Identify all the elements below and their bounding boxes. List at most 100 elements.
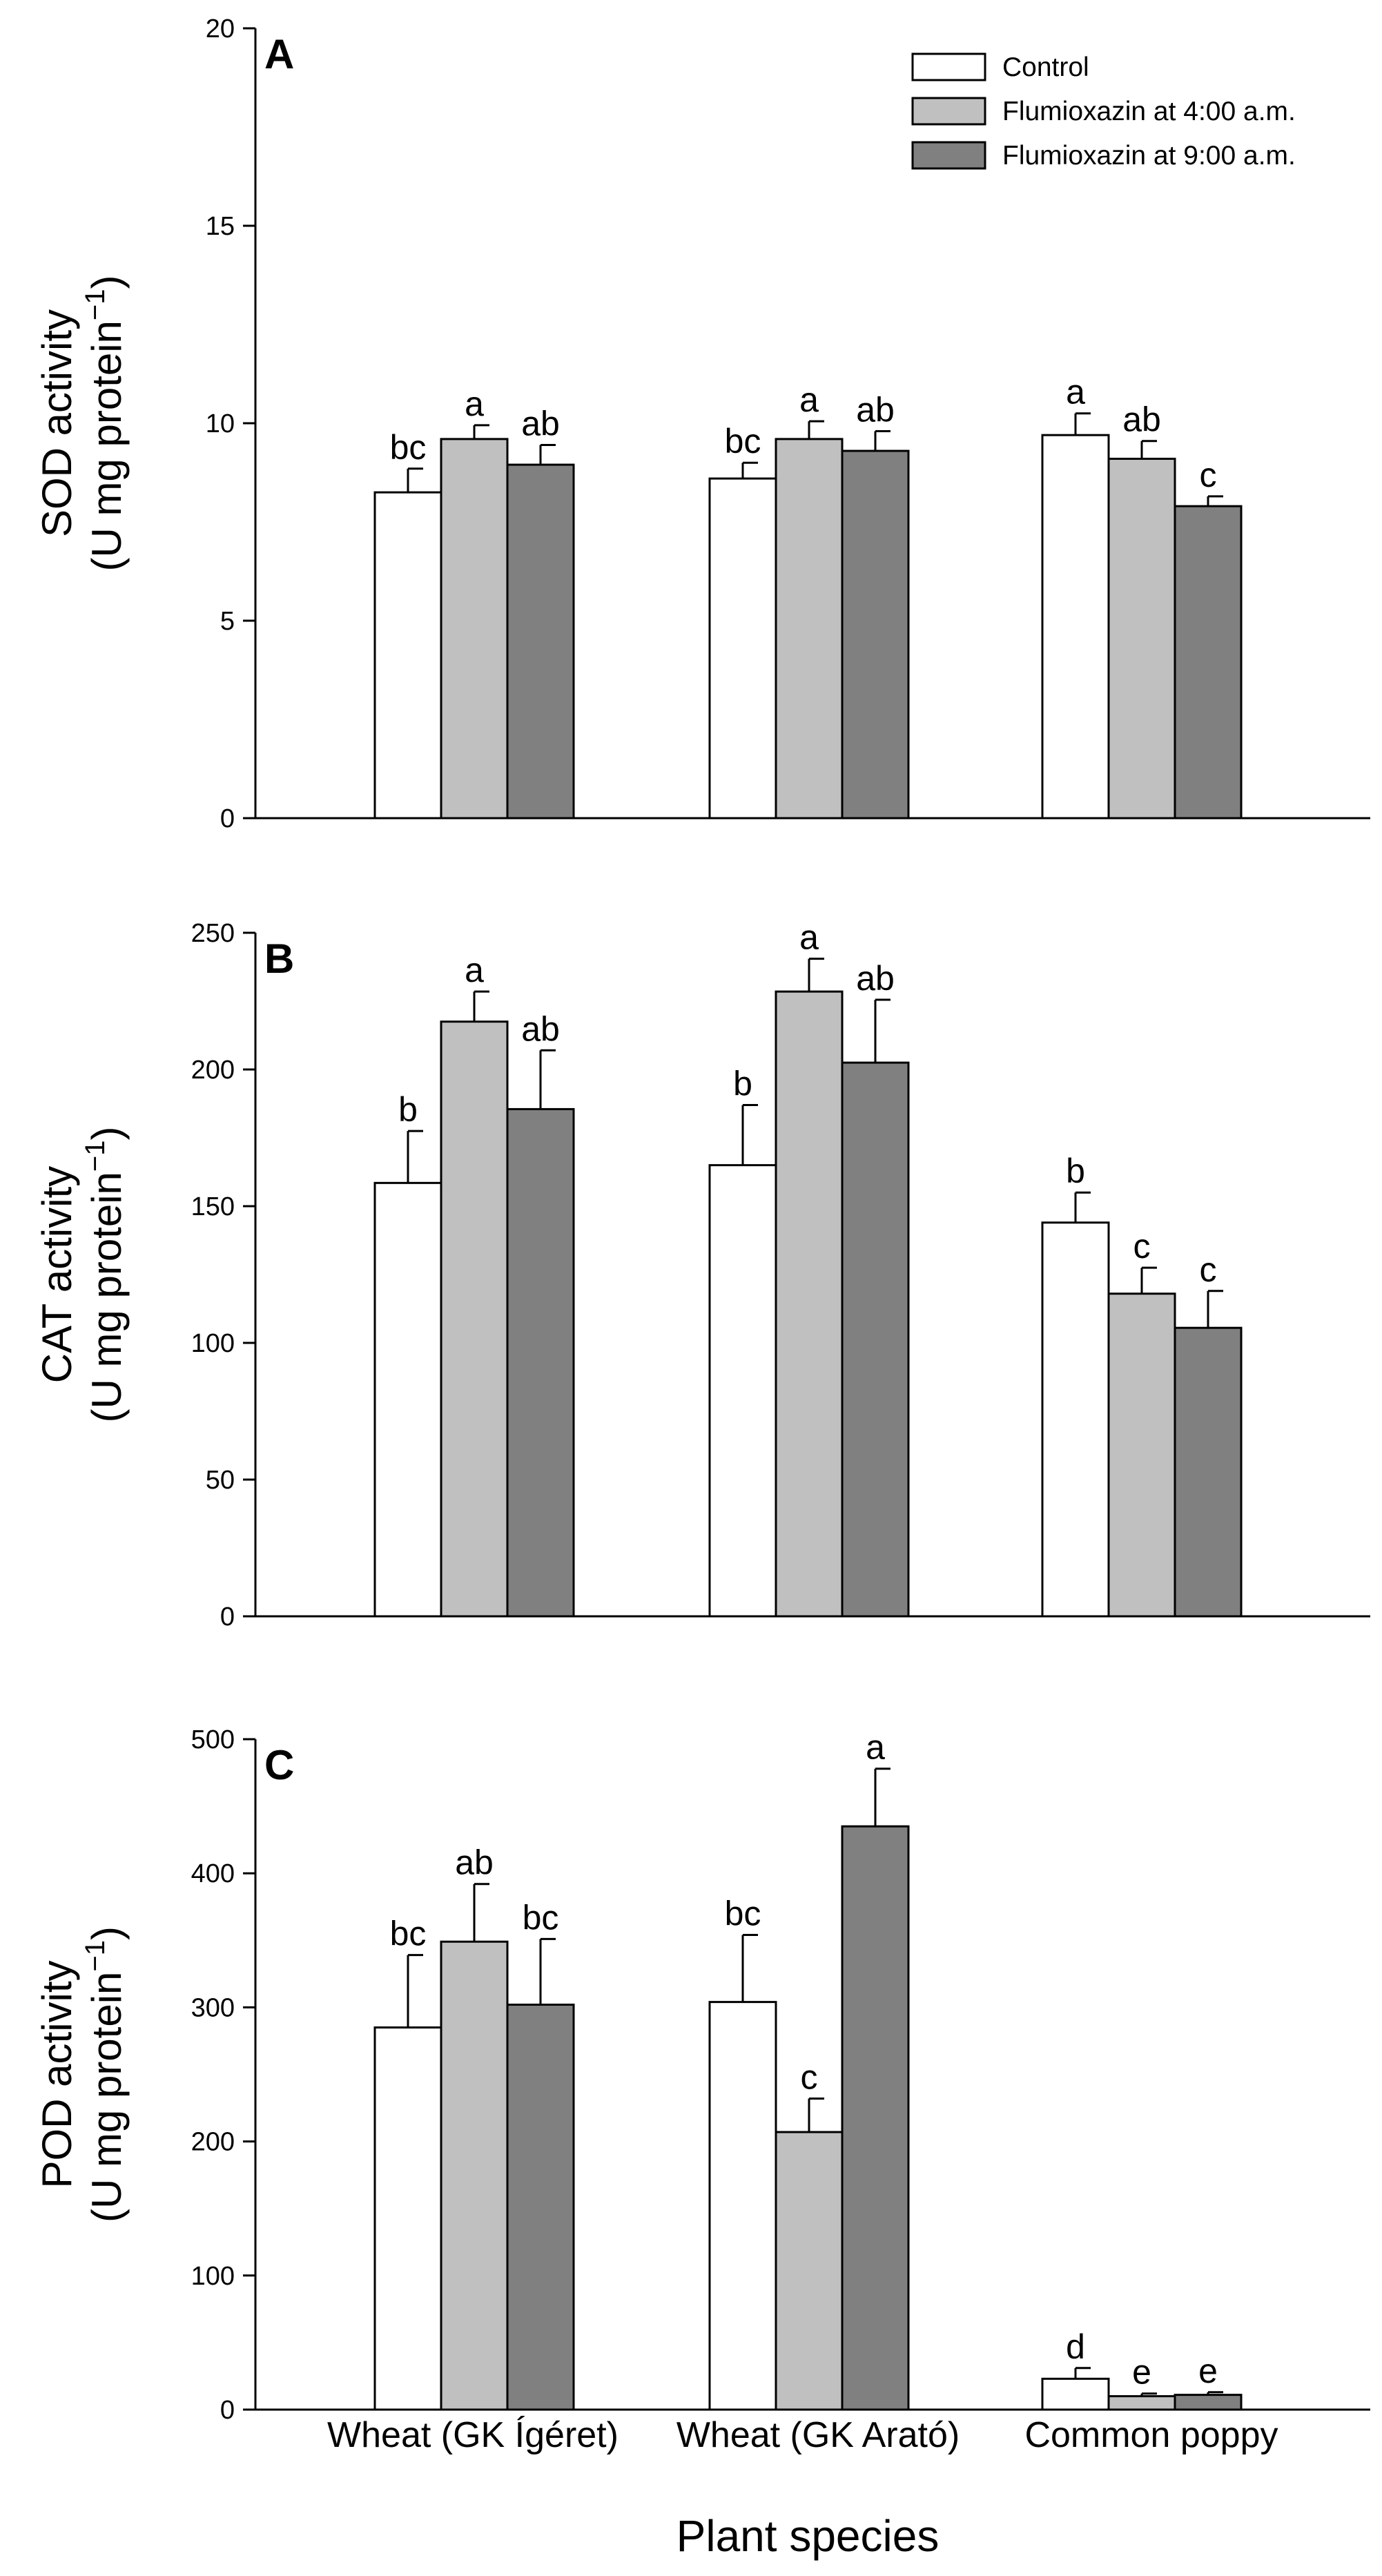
y-tick-label: 20	[206, 14, 235, 43]
significance-letter: ab	[856, 959, 895, 998]
y-axis-unit: (U mg protein	[84, 320, 130, 571]
bar	[1107, 2395, 1176, 2411]
significance-letter: ab	[856, 390, 895, 429]
category-label: Common poppy	[1024, 2415, 1278, 2455]
significance-letter: d	[1066, 2327, 1085, 2366]
significance-letter: bc	[725, 1895, 761, 1933]
bar	[841, 1061, 910, 1618]
bar	[841, 449, 910, 820]
bar	[506, 2004, 575, 2411]
y-axis-title-line1: POD activity	[34, 1960, 80, 2188]
bar	[1174, 2394, 1243, 2411]
y-tick-label: 0	[220, 804, 235, 833]
y-axis-unit-superscript: −1	[80, 1940, 110, 1972]
y-tick-label: 500	[191, 1725, 235, 1754]
y-axis-unit-close: )	[84, 1126, 130, 1140]
y-axis-unit-close: )	[84, 1926, 130, 1940]
y-axis-title-line2: (U mg protein−1)	[80, 275, 130, 571]
significance-letter: bc	[390, 1915, 427, 1953]
category-label: Wheat (GK Arató)	[677, 2415, 960, 2455]
bar	[775, 438, 844, 820]
y-tick-label: 100	[191, 1329, 235, 1358]
significance-letter: ab	[455, 1843, 494, 1882]
bar	[708, 1164, 777, 1618]
y-tick-label: 300	[191, 1993, 235, 2022]
panel-letter: B	[264, 936, 294, 982]
legend: Control Flumioxazin at 4:00 a.m. Flumiox…	[911, 52, 1296, 171]
significance-letter: bc	[725, 422, 761, 461]
y-axis-title-line1: CAT activity	[34, 1166, 80, 1384]
y-tick-label: 200	[191, 1056, 235, 1085]
bar	[1041, 2377, 1110, 2411]
y-axis-title-line2: (U mg protein−1)	[80, 1126, 130, 1422]
significance-letter: bc	[390, 428, 427, 467]
y-tick-label: 5	[220, 607, 235, 636]
x-axis-title: Plant species	[677, 2511, 940, 2561]
y-tick-label: 10	[206, 409, 235, 438]
significance-letter: b	[1066, 1152, 1085, 1190]
y-tick-label: 15	[206, 212, 235, 241]
y-axis-title-line2: (U mg protein−1)	[80, 1926, 130, 2222]
bar	[775, 2131, 844, 2411]
panel-letter: C	[264, 1742, 294, 1788]
category-labels: Wheat (GK Ígéret) Wheat (GK Arató) Commo…	[327, 2415, 1278, 2455]
panel-c: 0 100 200 300 400 500 C POD activity (U mg prote…	[34, 1725, 1370, 2425]
y-axis-unit-superscript: −1	[80, 289, 110, 320]
bar	[1041, 1221, 1110, 1618]
y-tick-label: 0	[220, 2396, 235, 2425]
significance-letter: a	[465, 385, 484, 423]
significance-letter: a	[866, 1728, 885, 1767]
y-tick-label: 150	[191, 1192, 235, 1221]
legend-label: Control	[1002, 52, 1089, 82]
significance-letter: ab	[1122, 400, 1161, 439]
bar	[506, 1107, 575, 1618]
significance-letter: a	[1066, 373, 1085, 411]
bar	[373, 2026, 442, 2411]
y-axis-unit-superscript: −1	[80, 1140, 110, 1172]
significance-letter: e	[1198, 2352, 1218, 2390]
bar	[775, 990, 844, 1618]
significance-letter: b	[733, 1064, 752, 1103]
bar	[440, 1940, 509, 2411]
y-axis-unit-close: )	[84, 275, 130, 289]
significance-letter: bc	[523, 1898, 559, 1937]
bar	[506, 463, 575, 820]
bar	[1174, 1326, 1243, 1618]
y-tick-label: 200	[191, 2128, 235, 2157]
significance-letter: a	[799, 380, 819, 419]
bar	[1107, 457, 1176, 820]
significance-letter: e	[1132, 2353, 1151, 2392]
legend-label: Flumioxazin at 9:00 a.m.	[1002, 141, 1296, 171]
bar	[1107, 1292, 1176, 1618]
significance-letter: b	[398, 1090, 418, 1129]
y-axis-title-line1: SOD activity	[34, 309, 80, 537]
y-tick-label: 100	[191, 2262, 235, 2291]
legend-label: Flumioxazin at 4:00 a.m.	[1002, 97, 1296, 126]
bar	[1041, 434, 1110, 820]
bar	[1174, 505, 1243, 820]
y-tick-label: 400	[191, 1859, 235, 1888]
bar	[440, 438, 509, 820]
y-axis-unit: (U mg protein	[84, 1172, 130, 1422]
y-axis-unit: (U mg protein	[84, 1972, 130, 2222]
bar	[841, 1825, 910, 2411]
legend-swatch-flumioxazin-4am	[911, 97, 986, 126]
significance-letter: ab	[521, 404, 560, 443]
bar	[708, 477, 777, 820]
panel-b: 0 50 100 150 200 250 B CAT activity (U mg protei…	[34, 918, 1370, 1631]
bar	[708, 2001, 777, 2411]
category-label: Wheat (GK Ígéret)	[327, 2415, 619, 2455]
significance-letter: ab	[521, 1009, 560, 1048]
y-tick-label: 250	[191, 919, 235, 948]
legend-swatch-flumioxazin-9am	[911, 141, 986, 170]
y-tick-label: 50	[206, 1466, 235, 1495]
bar	[440, 1020, 509, 1618]
bar	[373, 1181, 442, 1618]
significance-letter: a	[799, 918, 819, 957]
bar	[373, 491, 442, 820]
significance-letter: c	[1200, 456, 1217, 494]
legend-swatch-control	[911, 52, 986, 81]
